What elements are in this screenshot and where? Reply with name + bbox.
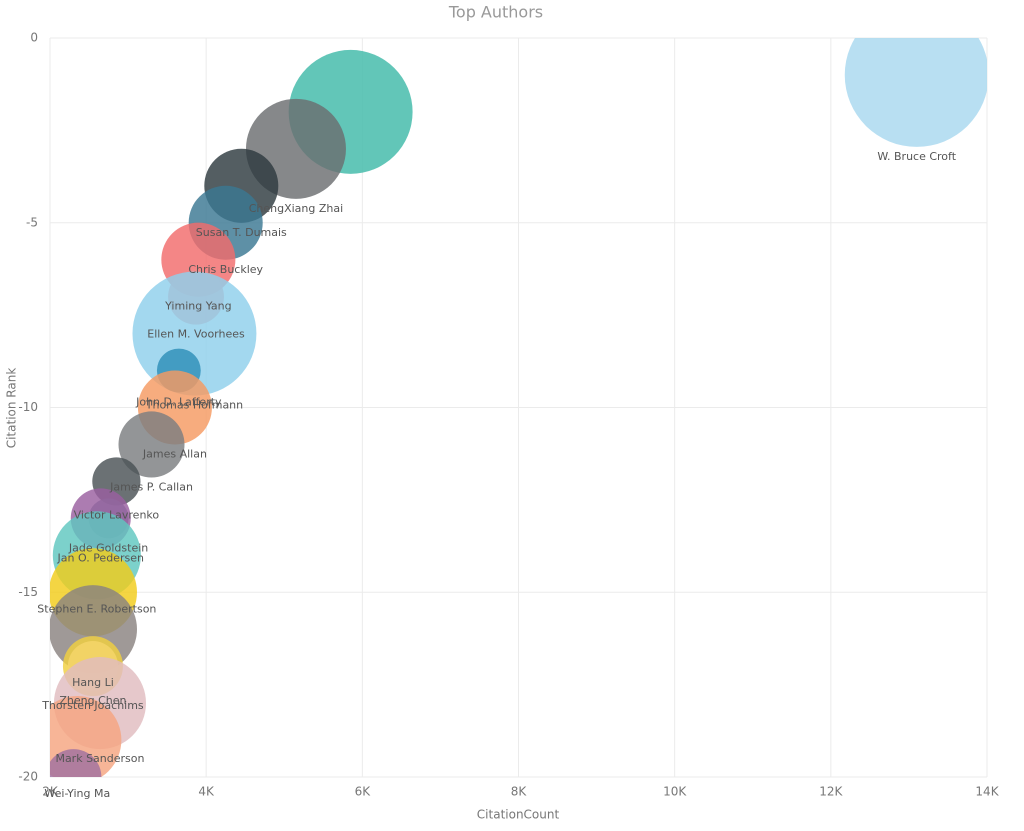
x-tick-label: 12K: [819, 785, 843, 799]
bubble-label: W. Bruce Croft: [877, 150, 956, 163]
x-tick-label: 4K: [198, 785, 215, 799]
bubble-label: Wei-Ying Ma: [44, 787, 110, 800]
bubble-label: James P. Callan: [109, 480, 193, 493]
bubble-label: Hang Li: [72, 676, 114, 689]
bubble: [50, 749, 102, 777]
chart-title: Top Authors: [448, 3, 543, 22]
y-tick-label: -10: [18, 400, 38, 414]
x-axis-title: CitationCount: [477, 808, 560, 822]
bubble-label: Mark Sanderson: [55, 752, 144, 765]
bubble-label: John D. Lafferty: [135, 395, 222, 408]
bubble-label: Stephen E. Robertson: [37, 602, 156, 615]
bubble-label: Ellen M. Voorhees: [147, 328, 245, 341]
y-tick-label: -15: [18, 585, 38, 599]
bubble-label: Zheng Chen: [59, 694, 126, 707]
x-tick-label: 10K: [663, 785, 687, 799]
bubble-label: James Allan: [142, 448, 207, 461]
bubble-label: Jade Goldstein: [68, 541, 148, 554]
bubble-label: Chris Buckley: [188, 263, 263, 276]
x-tick-label: 8K: [511, 785, 528, 799]
bubble-label: Susan T. Dumais: [196, 226, 287, 239]
x-tick-label: 6K: [355, 785, 372, 799]
bubble-label: Yiming Yang: [164, 300, 232, 313]
x-tick-label: 14K: [975, 785, 999, 799]
bubble-label: Thomas Hofmann: [145, 399, 243, 412]
bubble-label: Jan O. Pedersen: [57, 551, 144, 564]
y-tick-label: -20: [18, 770, 38, 784]
bubble-label: ChengXiang Zhai: [249, 202, 343, 215]
y-tick-label: -5: [26, 215, 38, 229]
y-tick-label: 0: [30, 31, 38, 45]
bubble-label: Thorsten Joachims: [41, 699, 144, 712]
bubble: [844, 38, 987, 147]
y-axis-title: Citation Rank: [5, 368, 19, 449]
x-tick-label: 2K: [42, 785, 59, 799]
bubble: [118, 411, 185, 478]
bubbles: [50, 38, 987, 777]
bubble-label: Victor Lavrenko: [74, 508, 160, 521]
labels: W. Bruce Croft ChengXiang Zhai Susan T. Du…: [37, 150, 956, 800]
